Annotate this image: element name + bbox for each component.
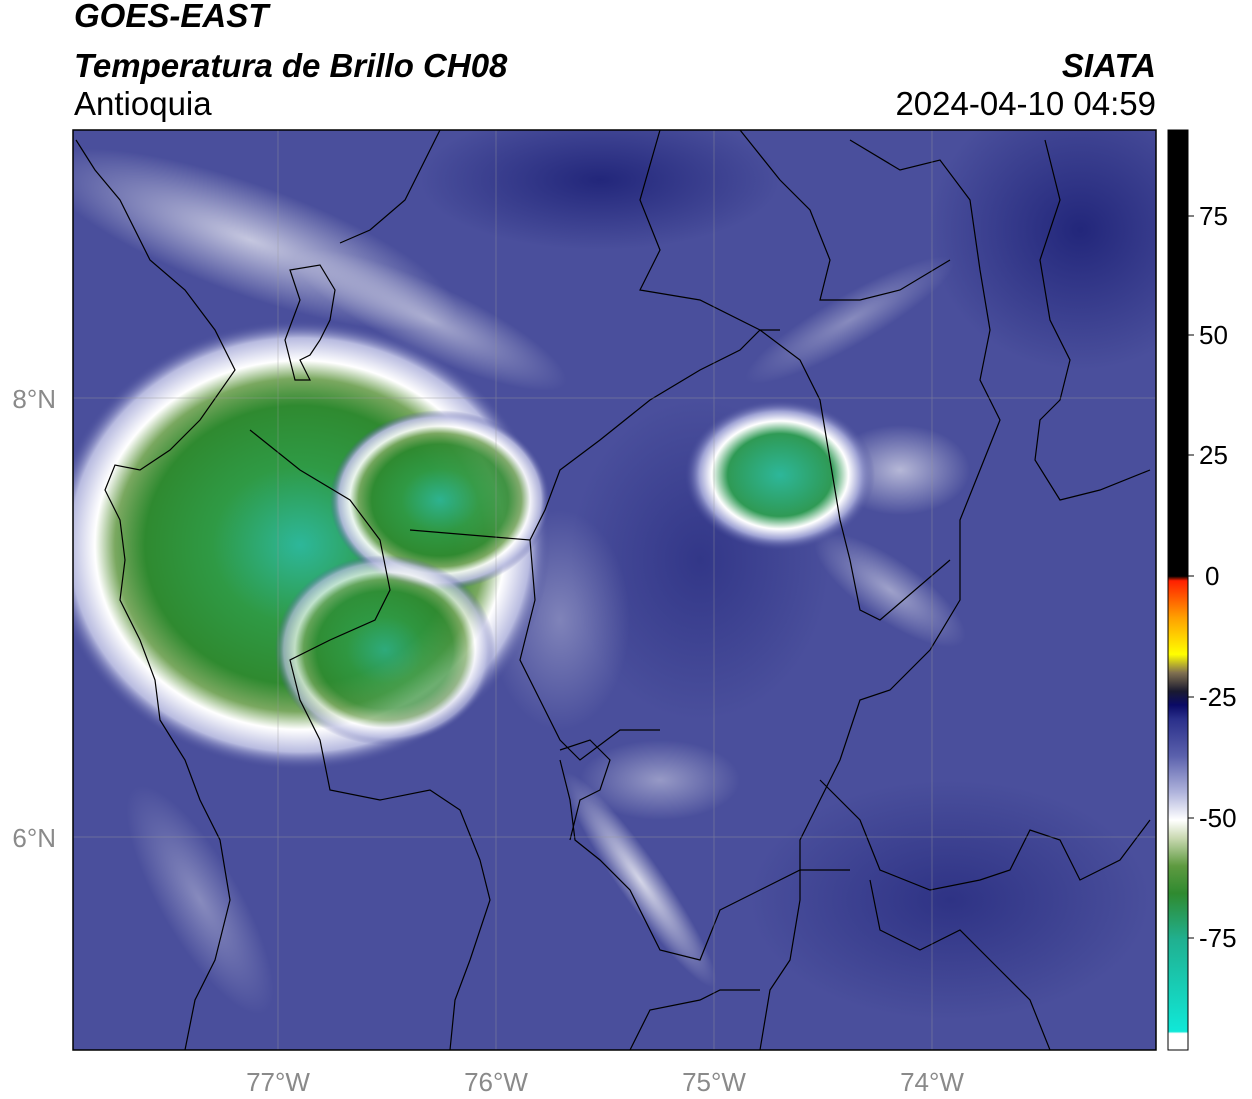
lon-tick: 74°W [900,1067,964,1097]
latitude-ticks: 8°N 6°N [12,384,56,853]
brightness-temperature-field [73,130,1156,1050]
map-frame [72,129,1157,1051]
product-title: Temperatura de Brillo CH08 [74,47,508,84]
satellite-title: GOES-EAST [74,0,269,34]
colorbar-tick: 50 [1199,320,1228,350]
lat-tick: 6°N [12,823,56,853]
colorbar-tick: -50 [1199,803,1237,833]
colorbar-tick: 25 [1199,440,1228,470]
colorbar: 75 50 25 0 -25 -50 -75 [1167,129,1237,1051]
lon-tick: 76°W [464,1067,528,1097]
organization-label: SIATA [1061,47,1156,84]
region-subtitle: Antioquia [74,85,212,122]
longitude-ticks: 77°W 76°W 75°W 74°W [246,1067,964,1097]
gridlines [73,130,1156,1050]
lon-tick: 77°W [246,1067,310,1097]
lat-tick: 8°N [12,384,56,414]
colorbar-tick: -25 [1199,682,1237,712]
colorbar-tick: 0 [1205,561,1219,591]
colorbar-tick: -75 [1199,923,1237,953]
timestamp-label: 2024-04-10 04:59 [895,85,1156,122]
colorbar-tick: 75 [1199,201,1228,231]
boundaries [75,130,1151,1050]
colorbar-scale [1167,129,1189,1051]
lon-tick: 75°W [682,1067,746,1097]
